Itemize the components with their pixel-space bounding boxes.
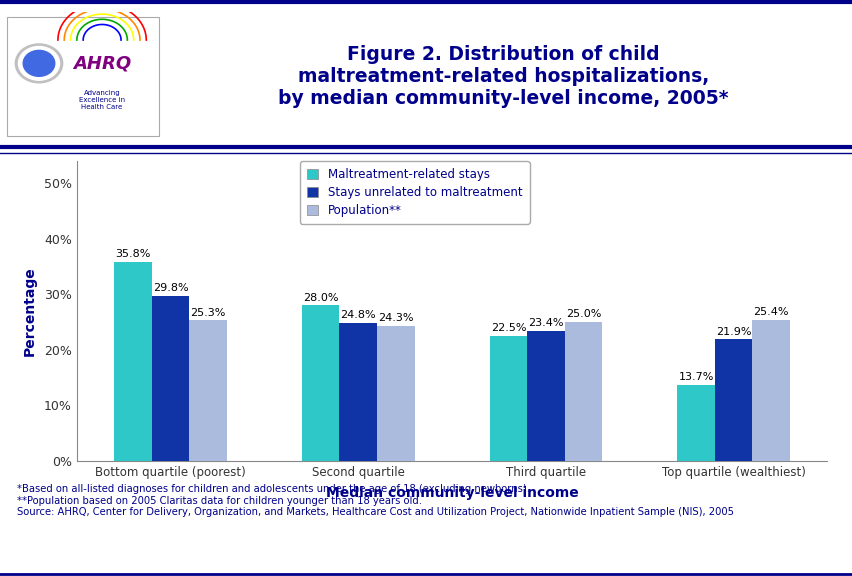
Legend: Maltreatment-related stays, Stays unrelated to maltreatment, Population**: Maltreatment-related stays, Stays unrela… bbox=[299, 161, 529, 224]
Text: 25.4%: 25.4% bbox=[752, 307, 788, 317]
Bar bbox=[189, 320, 227, 461]
Bar bbox=[339, 323, 377, 461]
Text: 25.0%: 25.0% bbox=[565, 309, 601, 319]
Bar bbox=[114, 262, 152, 461]
Text: 22.5%: 22.5% bbox=[490, 323, 526, 334]
Circle shape bbox=[19, 47, 60, 80]
Bar bbox=[152, 295, 189, 461]
Text: AHRQ: AHRQ bbox=[73, 54, 131, 73]
Text: 29.8%: 29.8% bbox=[153, 283, 188, 293]
Text: 28.0%: 28.0% bbox=[302, 293, 338, 303]
Bar bbox=[302, 305, 339, 461]
Text: *Based on all-listed diagnoses for children and adolescents under the age of 18 : *Based on all-listed diagnoses for child… bbox=[17, 484, 733, 517]
Text: 24.8%: 24.8% bbox=[340, 310, 376, 320]
Bar bbox=[489, 336, 527, 461]
Bar bbox=[714, 339, 751, 461]
Text: 13.7%: 13.7% bbox=[677, 372, 713, 382]
Circle shape bbox=[15, 44, 62, 83]
Text: Figure 2. Distribution of child
maltreatment-related hospitalizations,
by median: Figure 2. Distribution of child maltreat… bbox=[278, 45, 728, 108]
Circle shape bbox=[23, 51, 55, 77]
Bar bbox=[676, 385, 714, 461]
Text: 24.3%: 24.3% bbox=[377, 313, 413, 323]
Bar bbox=[377, 326, 414, 461]
Bar bbox=[527, 331, 564, 461]
Text: 25.3%: 25.3% bbox=[190, 308, 226, 318]
Text: 21.9%: 21.9% bbox=[715, 327, 751, 336]
Y-axis label: Percentage: Percentage bbox=[23, 266, 37, 356]
Bar bbox=[751, 320, 789, 461]
Text: 35.8%: 35.8% bbox=[115, 249, 151, 259]
X-axis label: Median community-level income: Median community-level income bbox=[325, 486, 578, 499]
Text: Advancing
Excellence in
Health Care: Advancing Excellence in Health Care bbox=[79, 90, 125, 109]
Text: 23.4%: 23.4% bbox=[527, 318, 563, 328]
Bar bbox=[564, 322, 602, 461]
